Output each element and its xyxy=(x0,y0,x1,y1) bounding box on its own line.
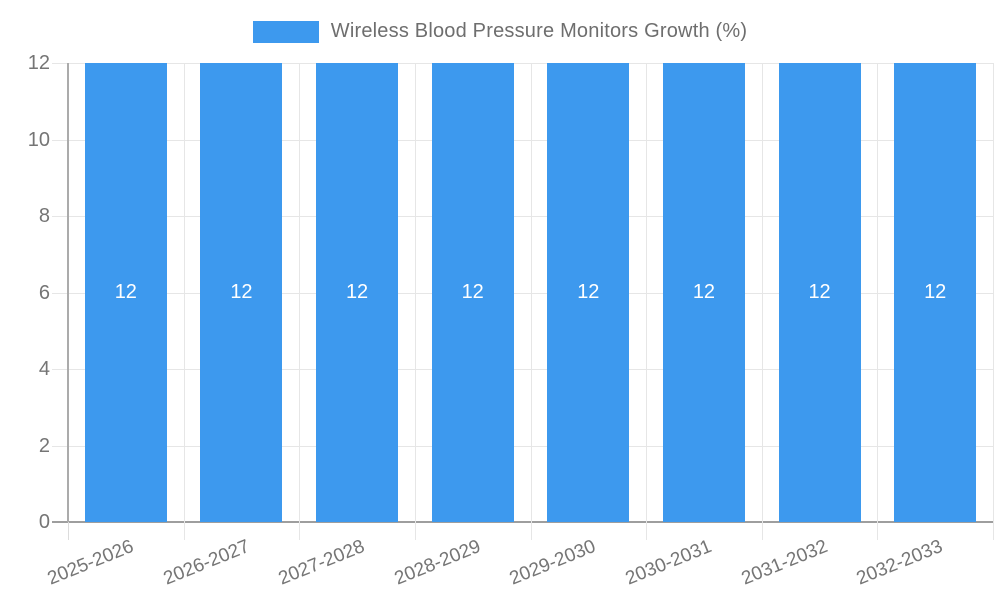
bar-2031-2032: 12 xyxy=(778,63,861,522)
y-gridline xyxy=(52,445,993,447)
y-axis-line xyxy=(67,63,69,522)
bar-2029-2030: 12 xyxy=(547,63,630,522)
category-boundary-gridline xyxy=(414,63,416,540)
x-tick-label: 2032-2033 xyxy=(853,536,947,590)
category-boundary-gridline xyxy=(877,63,879,540)
bar-2027-2028: 12 xyxy=(316,63,399,522)
y-gridline xyxy=(52,369,993,370)
bar-value-label: 12 xyxy=(230,281,253,303)
bar-value-label: 12 xyxy=(114,281,137,303)
y-gridline xyxy=(52,216,993,217)
y-tick-label: 4 xyxy=(38,358,50,380)
x-tick-label: 2031-2032 xyxy=(738,536,831,590)
bar-value-label: 12 xyxy=(924,281,947,303)
y-gridline xyxy=(52,292,993,294)
x-tick-label: 2030-2031 xyxy=(622,536,715,590)
category-boundary-gridline xyxy=(183,63,185,540)
y-tick-label: 6 xyxy=(38,281,50,304)
bar-value-label: 12 xyxy=(808,281,831,303)
category-boundary-gridline xyxy=(530,63,532,540)
y-tick-label: 8 xyxy=(38,205,50,227)
y-tick-label: 0 xyxy=(38,511,50,533)
y-tick-label: 12 xyxy=(27,52,50,74)
category-boundary-gridline xyxy=(299,63,301,540)
bar-2030-2031: 12 xyxy=(662,63,745,522)
y-gridline xyxy=(52,63,993,64)
x-tick-label: 2027-2028 xyxy=(275,536,368,590)
bar-value-label: 12 xyxy=(345,281,369,303)
y-tick-label: 10 xyxy=(27,128,50,151)
bar-value-label: 12 xyxy=(692,281,716,303)
y-gridline xyxy=(52,139,993,141)
legend-label: Wireless Blood Pressure Monitors Growth … xyxy=(330,20,748,42)
bar-2028-2029: 12 xyxy=(431,63,514,522)
x-tick-label: 2025-2026 xyxy=(44,536,137,590)
y-tick-label: 2 xyxy=(38,434,50,457)
bar-2032-2033: 12 xyxy=(894,63,977,522)
x-tick-label: 2028-2029 xyxy=(391,536,484,590)
bar-value-label: 12 xyxy=(461,281,484,303)
chart-legend: Wireless Blood Pressure Monitors Growth … xyxy=(0,20,1000,43)
x-axis-baseline xyxy=(52,521,993,523)
bar-2025-2026: 12 xyxy=(84,63,167,522)
legend-swatch xyxy=(252,20,319,43)
bar-2026-2027: 12 xyxy=(200,63,283,522)
bar-value-label: 12 xyxy=(577,281,600,303)
category-boundary-gridline xyxy=(993,63,994,540)
axis-tick xyxy=(68,522,69,540)
category-boundary-gridline xyxy=(646,63,648,540)
category-boundary-gridline xyxy=(761,63,763,540)
x-tick-label: 2029-2030 xyxy=(507,536,600,590)
x-tick-label: 2026-2027 xyxy=(160,536,253,590)
